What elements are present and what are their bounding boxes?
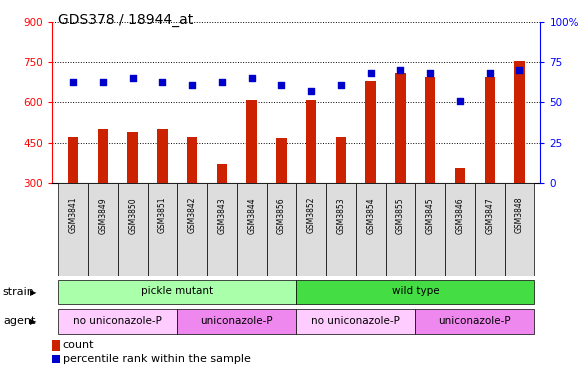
Bar xyxy=(306,100,317,183)
Bar xyxy=(425,77,435,183)
Text: GSM3847: GSM3847 xyxy=(485,197,494,234)
FancyBboxPatch shape xyxy=(118,183,148,276)
FancyBboxPatch shape xyxy=(415,309,535,333)
FancyBboxPatch shape xyxy=(505,183,535,276)
FancyBboxPatch shape xyxy=(237,183,267,276)
Text: pickle mutant: pickle mutant xyxy=(141,286,213,296)
FancyBboxPatch shape xyxy=(296,309,415,333)
Point xyxy=(456,98,465,104)
Text: GSM3846: GSM3846 xyxy=(456,197,464,234)
Bar xyxy=(98,129,108,183)
FancyBboxPatch shape xyxy=(415,183,445,276)
FancyBboxPatch shape xyxy=(475,183,505,276)
FancyBboxPatch shape xyxy=(58,309,177,333)
Bar xyxy=(365,81,376,183)
Point xyxy=(247,75,256,81)
Text: uniconazole-P: uniconazole-P xyxy=(200,315,273,326)
Bar xyxy=(485,77,495,183)
Point xyxy=(336,82,346,88)
Bar xyxy=(514,61,525,183)
FancyBboxPatch shape xyxy=(58,183,88,276)
Bar xyxy=(217,164,227,183)
Point xyxy=(425,71,435,76)
Text: count: count xyxy=(63,340,94,350)
Text: agent: agent xyxy=(3,316,35,326)
FancyBboxPatch shape xyxy=(148,183,177,276)
Point xyxy=(128,75,137,81)
Text: GSM3845: GSM3845 xyxy=(426,197,435,234)
Point xyxy=(485,71,494,76)
Point xyxy=(307,88,316,94)
Text: GSM3844: GSM3844 xyxy=(247,197,256,234)
FancyBboxPatch shape xyxy=(58,280,296,304)
FancyBboxPatch shape xyxy=(88,183,118,276)
Bar xyxy=(157,129,167,183)
FancyBboxPatch shape xyxy=(177,183,207,276)
Text: ▶: ▶ xyxy=(30,288,37,296)
Point xyxy=(217,79,227,85)
FancyBboxPatch shape xyxy=(356,183,386,276)
Bar xyxy=(395,73,406,183)
Text: ▶: ▶ xyxy=(30,317,37,326)
Point xyxy=(515,67,524,73)
FancyBboxPatch shape xyxy=(267,183,296,276)
Bar xyxy=(127,132,138,183)
Text: GSM3853: GSM3853 xyxy=(336,197,346,234)
Text: wild type: wild type xyxy=(392,286,439,296)
FancyBboxPatch shape xyxy=(296,280,535,304)
Bar xyxy=(68,137,78,183)
Text: GSM3841: GSM3841 xyxy=(69,197,78,234)
Text: GSM3856: GSM3856 xyxy=(277,197,286,234)
FancyBboxPatch shape xyxy=(177,309,296,333)
FancyBboxPatch shape xyxy=(386,183,415,276)
Point xyxy=(98,79,107,85)
Text: no uniconazole-P: no uniconazole-P xyxy=(311,315,400,326)
Text: uniconazole-P: uniconazole-P xyxy=(439,315,511,326)
Text: GSM3855: GSM3855 xyxy=(396,197,405,234)
Text: GSM3851: GSM3851 xyxy=(158,197,167,234)
Text: GSM3842: GSM3842 xyxy=(188,197,196,234)
Bar xyxy=(455,168,465,183)
Point xyxy=(277,82,286,88)
Text: GSM3849: GSM3849 xyxy=(98,197,107,234)
FancyBboxPatch shape xyxy=(445,183,475,276)
Point xyxy=(366,71,375,76)
Point xyxy=(188,82,197,88)
Text: GSM3848: GSM3848 xyxy=(515,197,524,234)
Text: percentile rank within the sample: percentile rank within the sample xyxy=(63,354,250,364)
Bar xyxy=(276,138,286,183)
Point xyxy=(69,79,78,85)
Bar xyxy=(187,137,198,183)
FancyBboxPatch shape xyxy=(296,183,326,276)
FancyBboxPatch shape xyxy=(207,183,237,276)
Text: GSM3843: GSM3843 xyxy=(217,197,227,234)
Bar xyxy=(246,100,257,183)
Point xyxy=(396,67,405,73)
Text: GSM3854: GSM3854 xyxy=(366,197,375,234)
Text: GDS378 / 18944_at: GDS378 / 18944_at xyxy=(58,13,193,27)
Bar xyxy=(336,137,346,183)
Point xyxy=(158,79,167,85)
FancyBboxPatch shape xyxy=(326,183,356,276)
Text: GSM3850: GSM3850 xyxy=(128,197,137,234)
Text: no uniconazole-P: no uniconazole-P xyxy=(73,315,162,326)
Text: strain: strain xyxy=(3,287,35,297)
Text: GSM3852: GSM3852 xyxy=(307,197,315,234)
